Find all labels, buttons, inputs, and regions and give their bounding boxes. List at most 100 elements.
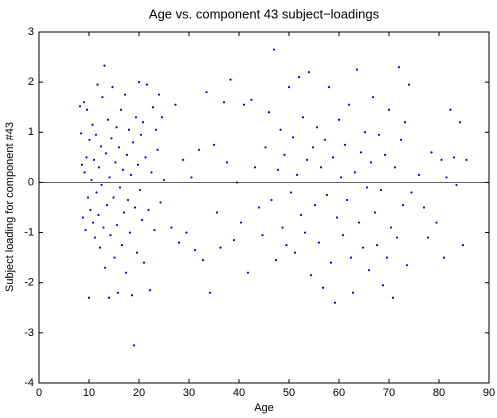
point bbox=[363, 131, 367, 134]
point bbox=[92, 158, 96, 161]
point bbox=[157, 93, 161, 96]
point bbox=[281, 226, 284, 229]
point bbox=[119, 108, 123, 111]
point bbox=[115, 126, 118, 129]
point bbox=[341, 233, 345, 237]
point bbox=[239, 221, 243, 224]
point bbox=[401, 203, 405, 207]
point bbox=[190, 176, 193, 179]
point bbox=[129, 173, 133, 177]
y-tick-label: 3 bbox=[28, 26, 34, 38]
point bbox=[253, 166, 257, 169]
point bbox=[212, 143, 216, 146]
point bbox=[125, 153, 129, 156]
x-axis-label: Age bbox=[254, 402, 274, 414]
point bbox=[83, 171, 86, 174]
point bbox=[287, 86, 291, 89]
point bbox=[311, 146, 315, 149]
point bbox=[128, 231, 132, 234]
point bbox=[85, 156, 88, 159]
y-tick-label: 1 bbox=[28, 126, 34, 138]
y-tick-label: -3 bbox=[24, 327, 34, 339]
point bbox=[121, 168, 125, 171]
point bbox=[120, 244, 124, 247]
point bbox=[325, 193, 329, 197]
point bbox=[193, 249, 197, 252]
point bbox=[461, 244, 465, 247]
point bbox=[170, 226, 173, 229]
point bbox=[440, 158, 443, 161]
point bbox=[246, 271, 250, 274]
point bbox=[399, 138, 403, 141]
point bbox=[177, 241, 181, 244]
point bbox=[201, 259, 205, 262]
point bbox=[435, 221, 438, 224]
point bbox=[139, 133, 143, 136]
point bbox=[391, 296, 395, 299]
point bbox=[289, 191, 293, 194]
point bbox=[90, 178, 93, 182]
x-tick-label: 50 bbox=[283, 387, 295, 399]
plot-frame bbox=[38, 31, 490, 384]
point bbox=[156, 148, 159, 151]
point bbox=[339, 176, 343, 179]
point bbox=[242, 103, 246, 106]
point bbox=[417, 173, 421, 177]
y-tick-label: -2 bbox=[24, 277, 34, 289]
point bbox=[335, 216, 339, 219]
point bbox=[261, 233, 264, 237]
point bbox=[104, 152, 108, 155]
point bbox=[138, 188, 142, 192]
point bbox=[361, 246, 365, 249]
point bbox=[373, 211, 377, 214]
point bbox=[134, 116, 138, 119]
point bbox=[442, 256, 446, 259]
point bbox=[91, 221, 95, 224]
point bbox=[84, 228, 87, 232]
y-axis-label: Subject loading for component #43 bbox=[4, 122, 16, 292]
y-tick-label: 2 bbox=[28, 76, 34, 88]
point bbox=[118, 186, 122, 189]
point bbox=[88, 138, 91, 141]
point bbox=[379, 188, 383, 192]
point bbox=[395, 236, 399, 239]
point bbox=[319, 166, 323, 169]
y-tick-label: -1 bbox=[24, 226, 34, 238]
point bbox=[337, 118, 341, 121]
point bbox=[96, 83, 99, 86]
point bbox=[141, 121, 145, 124]
point bbox=[426, 236, 430, 239]
point bbox=[307, 71, 311, 74]
point bbox=[132, 344, 136, 347]
point bbox=[87, 296, 91, 299]
point bbox=[345, 198, 349, 202]
point bbox=[80, 163, 84, 166]
point bbox=[293, 251, 297, 254]
point bbox=[365, 186, 369, 189]
point bbox=[299, 213, 303, 217]
point bbox=[135, 251, 139, 254]
point bbox=[97, 213, 100, 217]
point bbox=[317, 241, 321, 244]
x-tick-label: 30 bbox=[183, 387, 195, 399]
point bbox=[301, 116, 305, 119]
point bbox=[359, 151, 363, 154]
point bbox=[331, 156, 335, 159]
point bbox=[109, 233, 112, 237]
point bbox=[144, 156, 147, 159]
point bbox=[153, 228, 156, 232]
point bbox=[449, 108, 452, 111]
point bbox=[98, 246, 102, 249]
point bbox=[257, 206, 261, 209]
x-tick-label: 60 bbox=[333, 387, 345, 399]
point bbox=[148, 289, 152, 292]
point bbox=[389, 226, 393, 229]
point bbox=[329, 261, 333, 264]
point bbox=[208, 291, 212, 294]
point bbox=[124, 271, 128, 274]
point bbox=[123, 93, 127, 96]
point bbox=[107, 296, 111, 299]
point bbox=[465, 158, 468, 161]
x-tick-label: 0 bbox=[36, 387, 42, 399]
